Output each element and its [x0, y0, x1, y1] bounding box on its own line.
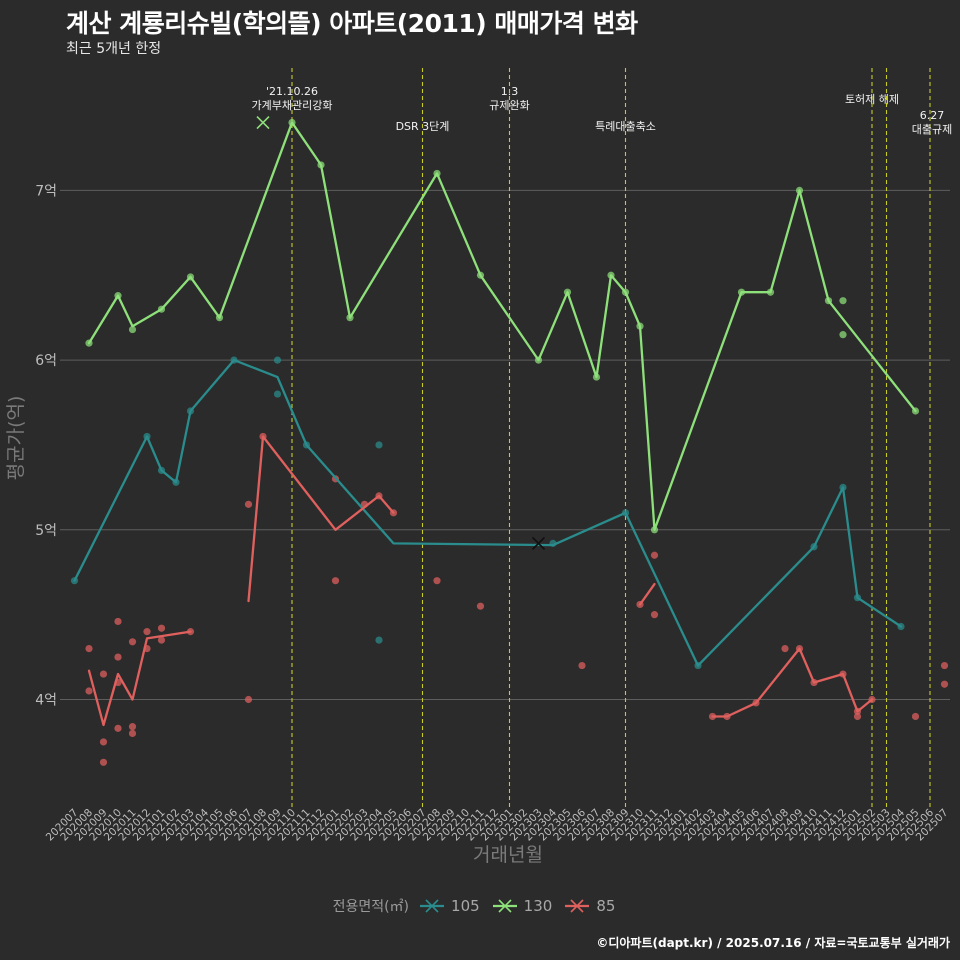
data-point-105 [273, 390, 282, 398]
legend-cross [425, 899, 439, 913]
legend-label-105: 105 [451, 897, 480, 915]
event-label: 6.27 [920, 109, 945, 122]
data-point-85 [128, 729, 137, 738]
data-point-85 [99, 738, 108, 746]
data-point-85 [650, 611, 659, 619]
chart-title: 계산 계룡리슈빌(학의뜰) 아파트(2011) 매매가격 변화 [66, 9, 638, 38]
event-label: 1.3 [501, 85, 519, 98]
legend-item-85: 85 [564, 896, 615, 916]
legend-cross [570, 899, 584, 913]
data-point-85 [650, 551, 659, 559]
data-point-85 [244, 695, 253, 704]
event-label: 대출규제 [912, 123, 952, 136]
legend-label-130: 130 [523, 897, 553, 915]
data-point-85 [433, 577, 441, 585]
data-point-105 [375, 636, 383, 644]
chart-subtitle: 최근 5개년 한정 [66, 41, 162, 57]
chart-legend: 전용면적(㎡) 105 130 85 [0, 896, 960, 916]
event-label: 가계부채관리강화 [252, 99, 333, 112]
data-point-130 [839, 331, 847, 339]
legend-title: 전용면적(㎡) [332, 899, 410, 915]
legend-cross [498, 899, 512, 913]
data-point-85 [578, 661, 586, 670]
data-point-105 [375, 441, 383, 449]
series-line-85 [711, 647, 874, 718]
y-tick-label: 5억 [35, 523, 57, 539]
cross-marker-105 [531, 536, 546, 550]
data-point-85 [99, 670, 108, 678]
legend-item-130: 130 [492, 896, 553, 916]
y-tick-label: 7억 [35, 183, 57, 199]
event-label: 특례대출축소 [595, 120, 656, 133]
data-point-85 [99, 758, 108, 766]
event-label: 토허제 해제 [845, 92, 899, 106]
data-point-85 [940, 680, 949, 688]
data-point-85 [143, 628, 151, 636]
series-line-85 [247, 435, 395, 603]
data-point-85 [331, 577, 340, 585]
data-point-130 [839, 297, 847, 305]
series-line-130 [87, 121, 917, 531]
y-axis-title: 평균가(억) [5, 396, 27, 481]
data-point-85 [940, 661, 949, 670]
data-point-85 [114, 724, 122, 732]
data-point-85 [114, 653, 122, 661]
data-point-85 [157, 636, 166, 644]
legend-key-85 [565, 899, 590, 913]
y-tick-label: 6억 [35, 353, 57, 369]
data-point-85 [853, 712, 862, 721]
legend-key-105 [420, 899, 445, 913]
cross-marker-130 [256, 115, 270, 130]
data-point-85 [781, 644, 789, 653]
source-footer: ©디아파트(dapt.kr) / 2025.07.16 / 자료=국토교통부 실… [596, 936, 950, 950]
data-point-85 [911, 712, 920, 721]
event-label: 규제완화 [489, 99, 529, 112]
legend-item-105: 105 [419, 896, 480, 916]
data-point-85 [157, 624, 166, 632]
x-axis-title: 거래년월 [473, 844, 543, 866]
y-tick-label: 4억 [35, 693, 57, 709]
series-line-85 [87, 630, 192, 727]
data-point-85 [476, 602, 485, 610]
data-point-85 [85, 687, 93, 695]
legend-label-85: 85 [596, 897, 616, 915]
data-point-130 [128, 325, 137, 334]
data-point-85 [85, 644, 93, 653]
data-point-105 [273, 356, 282, 364]
data-point-85 [114, 617, 122, 626]
event-label: DSR 3단계 [396, 120, 450, 133]
series-line-105 [73, 358, 903, 667]
data-point-85 [244, 500, 253, 508]
series-line-85 [638, 582, 656, 606]
data-point-85 [128, 638, 137, 646]
data-point-85 [128, 723, 137, 731]
legend-key-130 [492, 899, 517, 913]
event-label: '21.10.26 [266, 85, 318, 98]
